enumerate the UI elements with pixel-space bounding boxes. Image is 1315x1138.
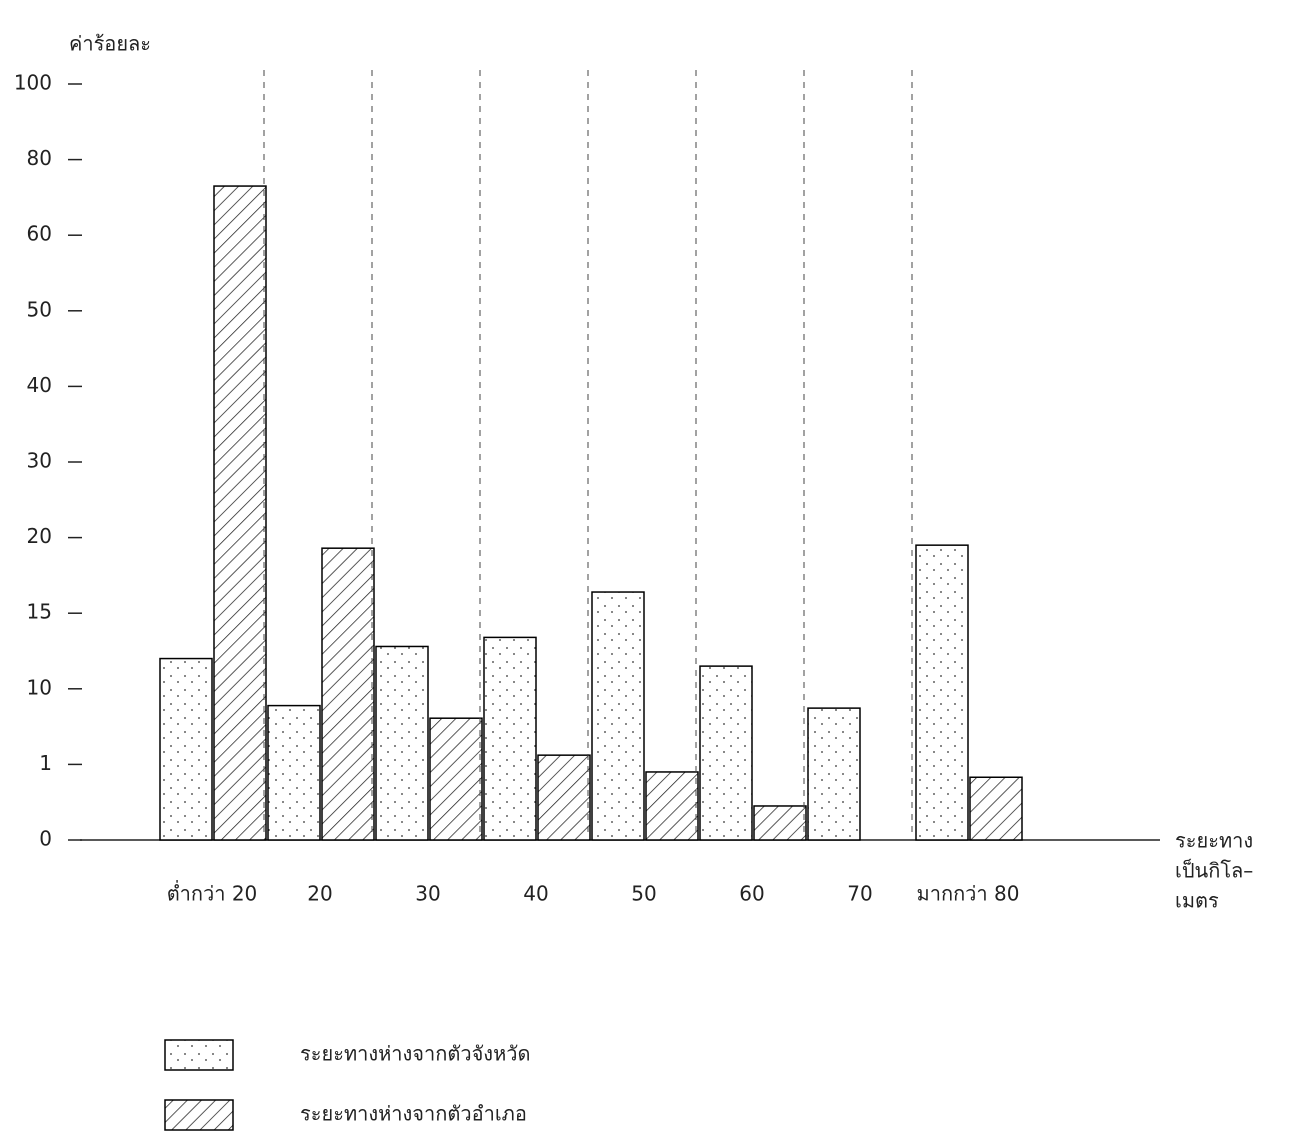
y-tick-label: 10 — [27, 675, 52, 699]
bar — [159, 657, 213, 841]
bar — [321, 547, 375, 841]
x-tick-label: 20 — [307, 882, 332, 906]
bar — [969, 776, 1023, 841]
x-tick-label: 70 — [847, 882, 872, 906]
x-axis-label: เป็นกิโล– — [1175, 858, 1253, 883]
x-tick-label: 50 — [631, 882, 656, 906]
y-axis-label: ค่าร้อยละ — [69, 32, 151, 56]
x-tick-label: 30 — [415, 882, 440, 906]
bar — [267, 704, 321, 841]
x-tick-label: 40 — [523, 882, 548, 906]
y-tick-label: 40 — [27, 373, 52, 397]
y-tick-label: 20 — [27, 524, 52, 548]
legend-label: ระยะทางห่างจากตัวอำเภอ — [300, 1102, 527, 1126]
x-tick-label: มากกว่า 80 — [917, 882, 1020, 906]
y-tick-label: 100 — [14, 71, 52, 95]
y-tick-label: 1 — [39, 751, 52, 775]
bar — [483, 636, 537, 841]
bar — [429, 717, 483, 841]
legend-swatch — [164, 1099, 234, 1131]
legend-swatch — [164, 1039, 234, 1071]
y-tick-label: 0 — [39, 827, 52, 851]
bar — [375, 645, 429, 841]
bar — [537, 754, 591, 841]
bar — [699, 665, 753, 841]
x-tick-label: ต่ำกว่า 20 — [167, 880, 258, 906]
y-tick-label: 80 — [27, 146, 52, 170]
legend-label: ระยะทางห่างจากตัวจังหวัด — [300, 1042, 530, 1066]
y-tick-label: 50 — [27, 297, 52, 321]
bar — [807, 707, 861, 841]
y-tick-label: 30 — [27, 449, 52, 473]
bar — [915, 544, 969, 841]
bar — [645, 771, 699, 841]
y-tick-label: 15 — [27, 600, 52, 624]
bar — [591, 591, 645, 841]
bar — [753, 805, 807, 841]
x-tick-label: 60 — [739, 882, 764, 906]
x-axis-label: ระยะทาง — [1175, 829, 1253, 853]
x-axis-label: เมตร — [1175, 889, 1219, 913]
bar — [213, 185, 267, 841]
y-tick-label: 60 — [27, 222, 52, 246]
